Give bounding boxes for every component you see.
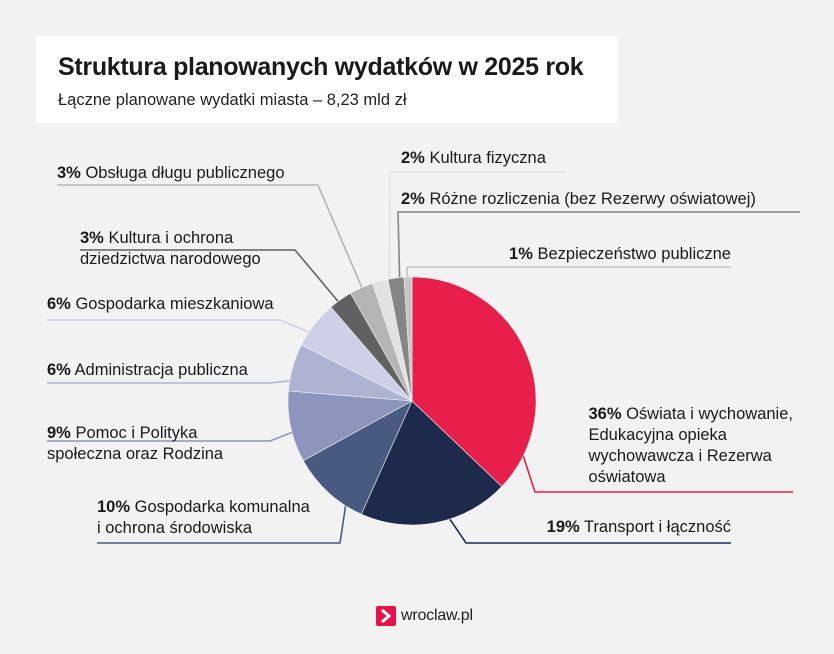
slice-label: 2% Różne rozliczenia (bez Rezerwy oświat… (401, 190, 756, 208)
pie-slice (302, 400, 413, 515)
slice-label: 2% Kultura fizyczna (401, 149, 547, 167)
slice-percent: 2% (401, 149, 425, 167)
slice-label: 1% Bezpieczeństwo publiczne (509, 245, 731, 263)
slice-label: 3% Kultura i ochrona dziedzictwa narodowe… (80, 229, 261, 268)
slice-label: 19% Transport i łączność (547, 518, 731, 536)
slice-percent: 6% (47, 295, 71, 313)
slice-percent: 36% (588, 405, 621, 423)
slice-label: 6% Administracja publiczna (47, 361, 249, 379)
leader-line (47, 319, 343, 347)
leader-line (388, 171, 566, 315)
slice-percent: 3% (57, 164, 81, 182)
pie-slices (287, 276, 537, 526)
slice-percent: 10% (97, 498, 130, 516)
chart-title: Struktura planowanych wydatków w 2025 ro… (58, 53, 584, 81)
slice-percent: 9% (47, 424, 71, 442)
slice-label: 9% Pomoc i Polityka społeczna oraz Rodzin… (47, 424, 224, 463)
slice-percent: 1% (509, 245, 533, 263)
slice-label: 36% Oświata i wychowanie, Edukacyjna opie… (587, 405, 793, 486)
slice-label: 3% Obsługa długu publicznego (57, 164, 285, 182)
pie-slice (403, 276, 413, 402)
pie-slice (411, 276, 537, 487)
slice-percent: 3% (80, 229, 104, 247)
logo-text: wroclaw.pl (401, 607, 473, 624)
slice-percent: 19% (547, 518, 580, 536)
leader-line (57, 184, 377, 320)
slice-labels: 36% Oświata i wychowanie, Edukacyjna opie… (47, 149, 793, 537)
title-box: Struktura planowanych wydatków w 2025 ro… (36, 36, 618, 123)
slice-percent: 2% (401, 190, 425, 208)
slice-label: 10% Gospodarka komunalna i ochrona środow… (97, 498, 311, 537)
chevron-right-icon (376, 606, 396, 626)
chart-subtitle: Łączne planowane wydatki miasta – 8,23 m… (58, 91, 407, 109)
slice-label: 6% Gospodarka mieszkaniowa (47, 295, 274, 313)
pie-slice (360, 400, 503, 526)
slice-percent: 6% (47, 361, 71, 379)
wroclaw-logo[interactable]: wroclaw.pl (376, 605, 473, 627)
